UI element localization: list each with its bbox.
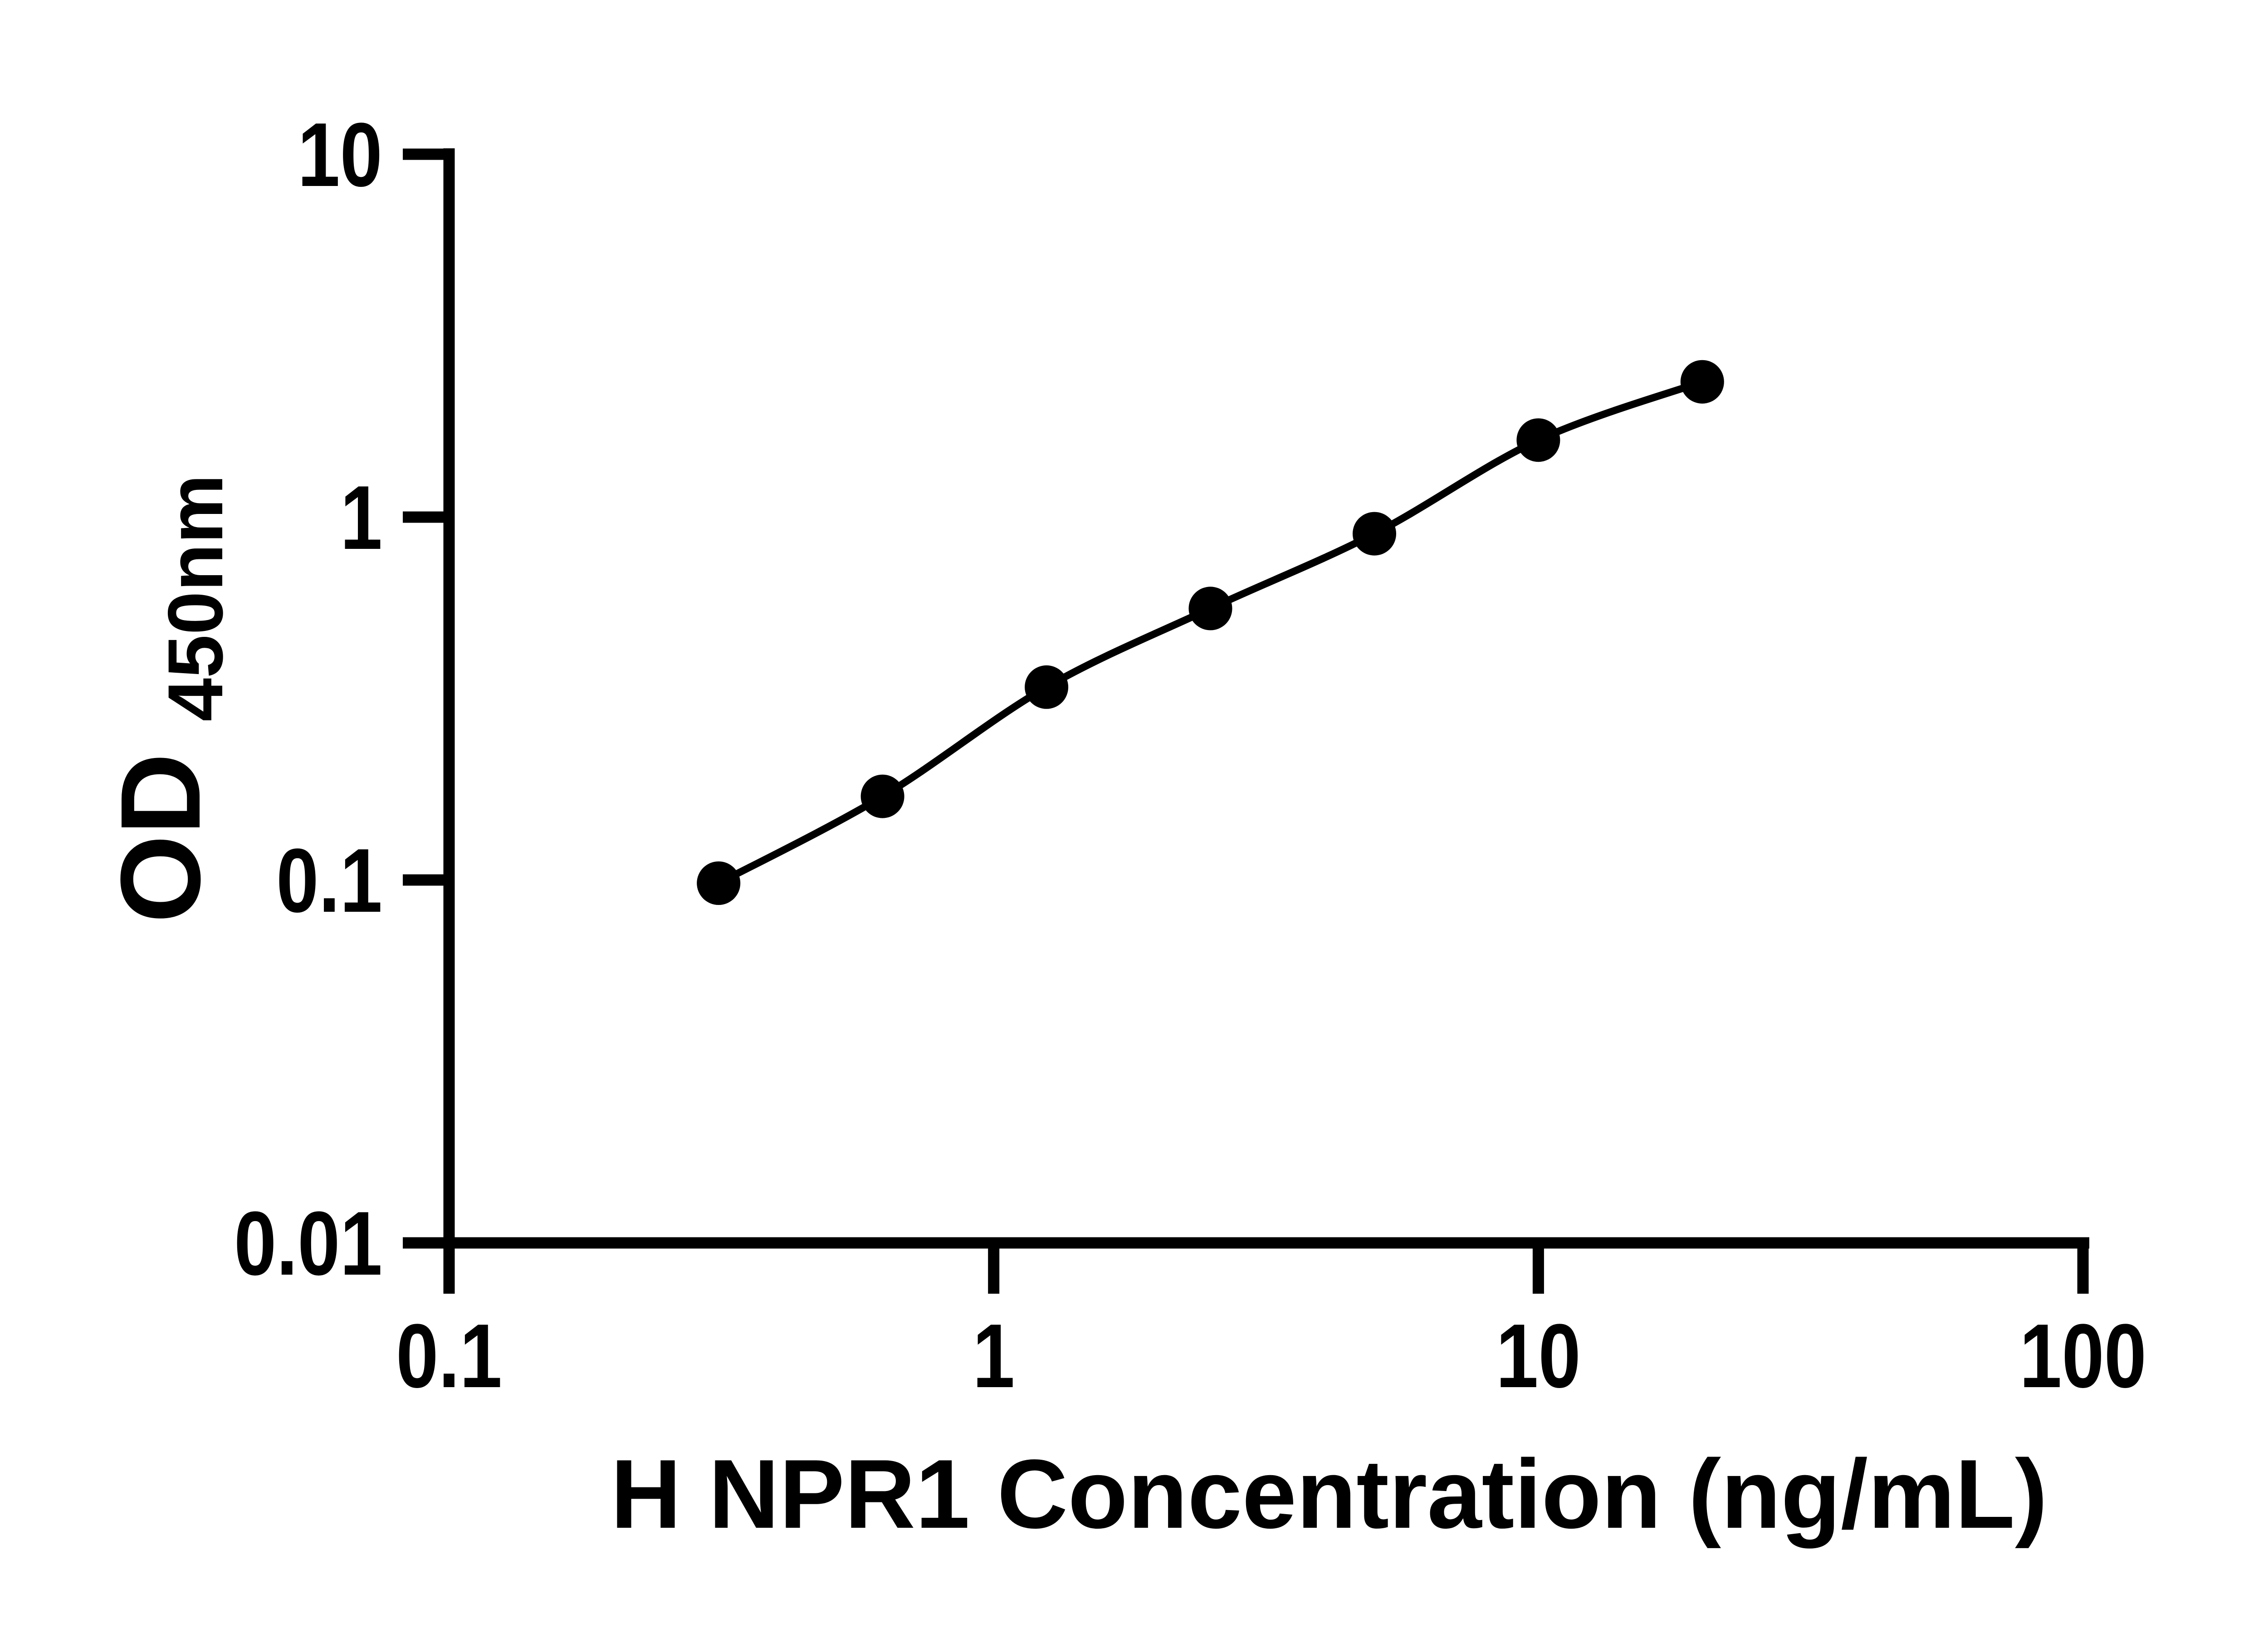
data-point-0.3125 — [697, 861, 741, 905]
y-axis-title: OD 450nm — [97, 474, 239, 923]
axis-spines — [443, 148, 2089, 1249]
y-axis-title-main: OD — [97, 753, 224, 923]
x-tick-label-10: 10 — [1496, 1305, 1581, 1407]
y-tick-label-1: 1 — [340, 467, 382, 568]
y-tick-label-10: 10 — [298, 104, 382, 205]
x-tick-label-1: 1 — [973, 1305, 1015, 1407]
y-tick-label-0.1: 0.1 — [276, 830, 382, 931]
y-tick-label-0.01: 0.01 — [234, 1193, 382, 1294]
data-point-5 — [1353, 512, 1396, 556]
data-point-20 — [1680, 360, 1724, 404]
y-axis-title-subscript: 450nm — [152, 474, 239, 722]
data-point-1.25 — [1025, 665, 1069, 709]
data-point-10 — [1516, 418, 1560, 462]
x-tick-label-100: 100 — [2019, 1305, 2146, 1407]
plot-group — [697, 360, 1724, 905]
data-point-2.5 — [1188, 587, 1232, 631]
x-axis-title: H NPR1 Concentration (ng/mL) — [611, 1439, 2048, 1549]
data-point-0.625 — [860, 774, 904, 818]
x-tick-label-0.1: 0.1 — [396, 1305, 502, 1407]
